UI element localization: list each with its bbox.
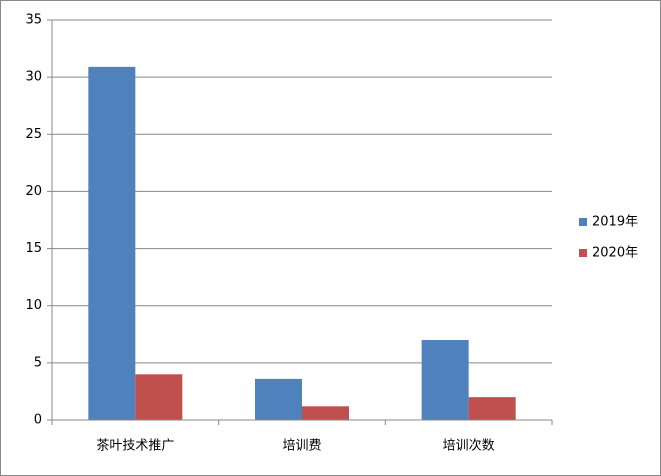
legend-label: 2020年 <box>592 246 638 261</box>
y-tick-label: 15 <box>25 241 42 256</box>
x-tick-label: 茶叶技术推广 <box>96 438 174 454</box>
bar <box>468 397 516 420</box>
y-tick-label: 5 <box>34 355 42 370</box>
legend-swatch <box>579 218 587 226</box>
y-tick-label: 0 <box>34 413 42 428</box>
bar <box>255 378 302 420</box>
y-tick-label: 25 <box>25 127 42 142</box>
legend-label: 2019年 <box>592 215 638 230</box>
bar <box>135 374 183 420</box>
x-tick-label: 培训费 <box>282 438 321 454</box>
legend-swatch <box>579 249 587 257</box>
bar <box>88 66 136 420</box>
y-tick-label: 20 <box>25 184 42 199</box>
y-tick-label: 35 <box>25 13 42 28</box>
y-tick-label: 10 <box>25 298 42 313</box>
bar <box>302 406 349 420</box>
y-tick-label: 30 <box>25 70 42 85</box>
x-tick-label: 培训次数 <box>443 438 495 454</box>
bar <box>421 340 469 420</box>
